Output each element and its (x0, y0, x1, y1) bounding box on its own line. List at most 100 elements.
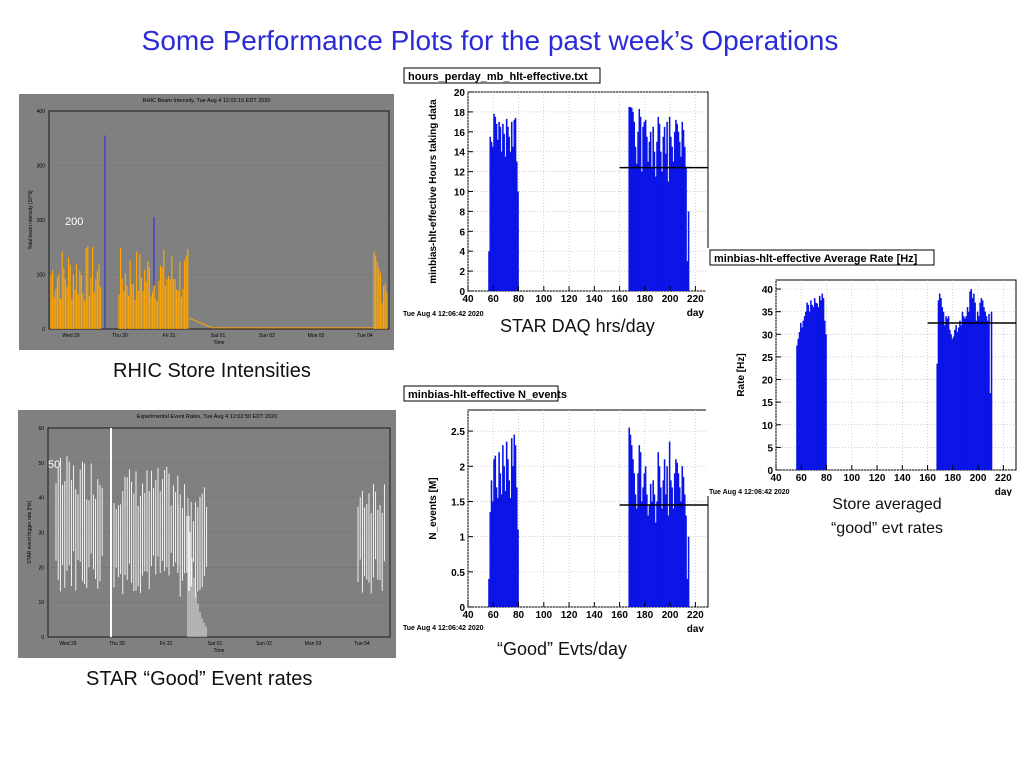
data-bar (970, 289, 973, 470)
data-bar (810, 300, 812, 470)
x-tick-label: 100 (535, 610, 552, 621)
x-tick-label: 120 (561, 610, 578, 621)
data-bar (510, 438, 513, 607)
data-bar (822, 298, 825, 470)
data-bar (989, 393, 992, 470)
y-tick-label: 20 (762, 376, 774, 387)
y-tick-label: 2 (459, 462, 465, 473)
data-bar (497, 497, 499, 607)
data-bar (667, 181, 670, 291)
data-bar (492, 146, 494, 291)
data-bar (951, 338, 954, 470)
data-bar (502, 123, 504, 291)
panel-annotation: 50 (48, 459, 60, 471)
data-bar (936, 363, 938, 470)
data-bar (644, 119, 647, 291)
rhic-intensity-chart: RHIC Beam Intensity, Tue Aug 4 12:02:15 … (19, 94, 394, 350)
data-bar (686, 261, 689, 291)
data-bar (641, 171, 643, 291)
data-bar (671, 487, 673, 607)
x-tick-label: 100 (535, 294, 552, 305)
data-bar (493, 459, 495, 607)
data-bar (508, 480, 510, 607)
data-bar (654, 176, 657, 291)
data-bar (678, 141, 681, 291)
data-bar (950, 334, 952, 470)
y-axis-label: N_events [M] (428, 477, 439, 539)
y-axis-label: minbias-hlt-effective Hours taking data (428, 99, 439, 284)
data-bar (497, 139, 499, 291)
data-bar (817, 307, 820, 470)
data-bar (685, 515, 687, 607)
panel-frame (47, 427, 391, 638)
chart-title-box (709, 249, 935, 266)
data-bar (499, 473, 502, 607)
data-bar (960, 325, 962, 470)
panel-y-tick-label: 30 (38, 531, 44, 537)
panel-x-tick-label: Thu 30 (112, 333, 128, 339)
data-bar (502, 445, 504, 607)
panel-y-tick-label: 200 (37, 218, 46, 224)
data-bar (952, 336, 955, 470)
data-bar (509, 151, 512, 291)
data-bar (686, 578, 689, 607)
y-tick-label: 20 (454, 88, 466, 99)
data-bar (942, 311, 945, 470)
panel-x-tick-label: Mon 03 (305, 641, 322, 647)
y-tick-label: 0 (767, 466, 773, 477)
data-bar (633, 121, 636, 291)
x-tick-label: 60 (488, 294, 500, 305)
data-bar (504, 156, 507, 291)
data-bar (654, 522, 657, 607)
data-bar (687, 211, 690, 291)
data-bar (630, 107, 633, 291)
panel-annotation: 200 (65, 216, 83, 228)
data-bar (658, 466, 661, 607)
data-bar (489, 136, 492, 291)
data-bar (808, 311, 811, 470)
x-tick-label: 140 (586, 610, 603, 621)
y-tick-label: 0.5 (451, 568, 465, 579)
data-bar (954, 329, 956, 470)
data-bar (648, 504, 651, 607)
data-bar (665, 494, 667, 607)
data-bar (514, 445, 517, 607)
data-bar (687, 536, 690, 607)
x-tick-label: 200 (662, 610, 679, 621)
panel-x-tick-label: Wed 29 (59, 641, 76, 647)
data-bar (802, 320, 805, 470)
x-tick-label: 60 (488, 610, 500, 621)
panel-y-tick-label: 100 (37, 273, 46, 279)
data-bar (984, 311, 986, 470)
data-bar (983, 307, 985, 470)
y-tick-label: 16 (454, 128, 466, 139)
x-tick-label: 220 (995, 473, 1012, 484)
data-bar (489, 512, 492, 607)
panel-x-tick-label: Sat 01 (211, 333, 226, 339)
panel-y-tick-label: 60 (38, 426, 44, 432)
data-bar (510, 121, 513, 291)
data-bar (636, 508, 638, 607)
data-bar (815, 302, 817, 470)
x-tick-label: 120 (561, 294, 578, 305)
data-bar (675, 459, 677, 607)
data-bar (684, 494, 686, 607)
x-tick-label: 160 (611, 294, 628, 305)
data-bar (490, 141, 493, 291)
data-bar (666, 121, 668, 291)
data-bar (668, 116, 671, 291)
data-bar (801, 327, 803, 470)
y-tick-label: 25 (762, 353, 774, 364)
data-bar (638, 445, 641, 607)
x-tick-label: 180 (636, 610, 653, 621)
data-bar (512, 466, 514, 607)
y-tick-label: 1 (459, 533, 465, 544)
data-bar (642, 126, 644, 291)
data-bar (514, 117, 517, 291)
data-bar (498, 121, 500, 291)
data-bar (634, 494, 637, 607)
x-tick-label: 200 (970, 473, 987, 484)
data-bar (821, 293, 824, 470)
panel-y-tick-label: 0 (41, 635, 44, 641)
data-bar (504, 490, 507, 607)
